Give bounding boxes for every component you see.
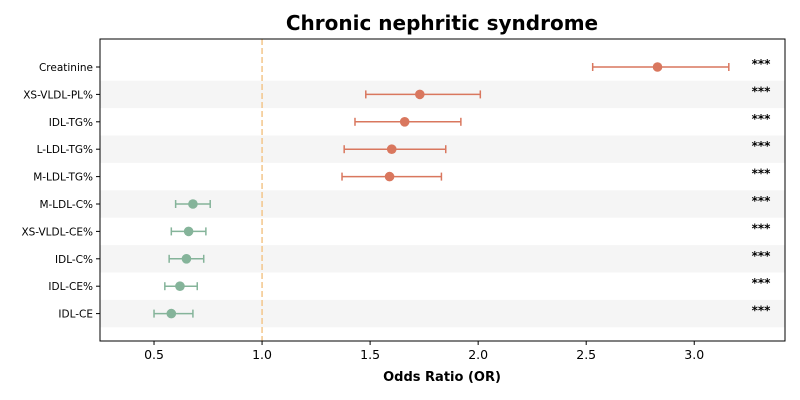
y-tick-label: IDL-CE: [58, 309, 93, 321]
or-point: [175, 281, 185, 292]
row-stripe: [100, 299, 785, 328]
significance-label: ***: [752, 139, 772, 153]
significance-label: ***: [752, 194, 772, 208]
significance-label: ***: [752, 112, 772, 126]
y-tick-label: L-LDL-TG%: [37, 144, 93, 156]
or-point: [183, 226, 194, 237]
y-tick-label: XS-VLDL-CE%: [21, 226, 93, 238]
y-tick-label: M-LDL-C%: [39, 199, 93, 211]
or-point: [399, 117, 410, 127]
y-tick-label: IDL-C%: [55, 254, 93, 266]
plot-frame: [99, 38, 786, 342]
y-axis-ticks: Creatinine XS-VLDL-PL% IDL-TG% L-LDL-TG% M-L…: [21, 62, 100, 321]
chart-title: Chronic nephritic syndrome: [286, 11, 598, 35]
x-axis-ticks: 0.5 1.0 1.5 2.0 2.5 3.0: [144, 341, 704, 362]
y-tick-label: IDL-CE%: [48, 281, 93, 293]
significance-label: ***: [752, 249, 772, 263]
or-point: [415, 89, 425, 100]
x-tick-label: 1.0: [252, 347, 272, 362]
significance-label: ***: [752, 167, 772, 181]
x-axis-label: Odds Ratio (OR): [383, 370, 501, 385]
or-point: [188, 199, 198, 209]
x-tick-label: 0.5: [144, 347, 164, 362]
y-tick-label: IDL-TG%: [49, 117, 93, 129]
forest-marks: *** *** *** *** *** *** *** *** *** ***: [153, 57, 772, 319]
significance-label: ***: [752, 276, 772, 290]
or-point: [652, 62, 663, 72]
y-tick-label: XS-VLDL-PL%: [23, 89, 93, 101]
or-point: [386, 144, 397, 154]
y-tick-label: Creatinine: [39, 62, 93, 74]
row-stripe: [100, 190, 785, 218]
x-tick-label: 3.0: [684, 347, 704, 362]
row-stripe: [100, 245, 785, 273]
or-point: [181, 253, 192, 264]
significance-label: ***: [752, 84, 772, 98]
y-tick-label: M-LDL-TG%: [33, 172, 93, 184]
significance-label: ***: [752, 221, 772, 235]
x-tick-label: 2.5: [576, 347, 596, 362]
x-tick-label: 2.0: [468, 347, 488, 362]
or-point: [166, 308, 177, 319]
or-point: [384, 171, 395, 182]
x-tick-label: 1.5: [360, 347, 380, 362]
significance-label: ***: [752, 57, 772, 71]
significance-label: ***: [752, 304, 772, 318]
